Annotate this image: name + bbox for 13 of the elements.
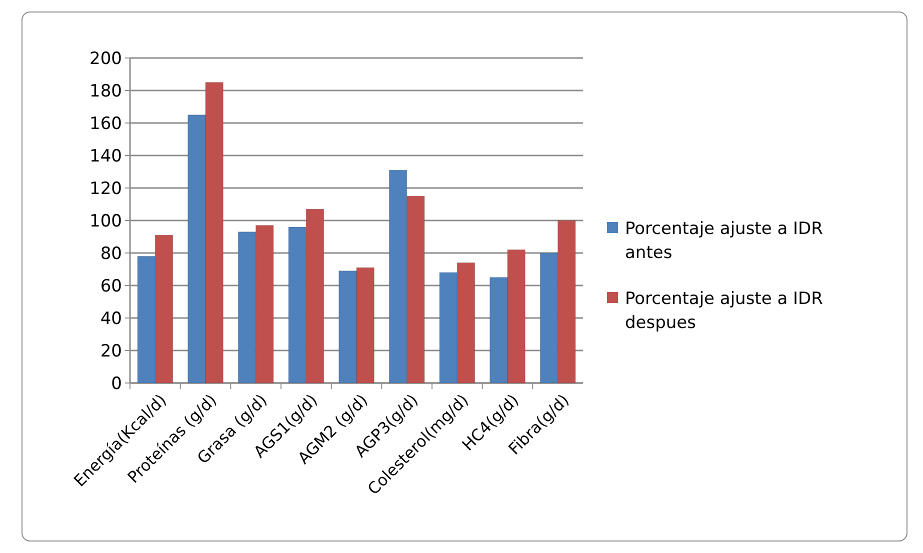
legend-label: Porcentaje ajuste a IDR despues xyxy=(625,288,824,333)
y-tick-label: 20 xyxy=(100,341,122,362)
y-tick-label: 40 xyxy=(100,308,122,329)
y-tick-label: 60 xyxy=(100,276,122,296)
y-tick-label: 160 xyxy=(90,114,122,134)
y-tick-label: 200 xyxy=(90,48,122,69)
y-tick-label: 180 xyxy=(90,81,122,102)
y-tick-label: 140 xyxy=(90,146,122,166)
y-tick-label: 80 xyxy=(100,244,122,264)
y-tick-label: 100 xyxy=(90,211,122,232)
y-tick-label: 120 xyxy=(90,178,122,199)
legend-label: Porcentaje ajuste a IDR antes xyxy=(625,218,824,263)
y-tick-label: 0 xyxy=(111,374,122,394)
